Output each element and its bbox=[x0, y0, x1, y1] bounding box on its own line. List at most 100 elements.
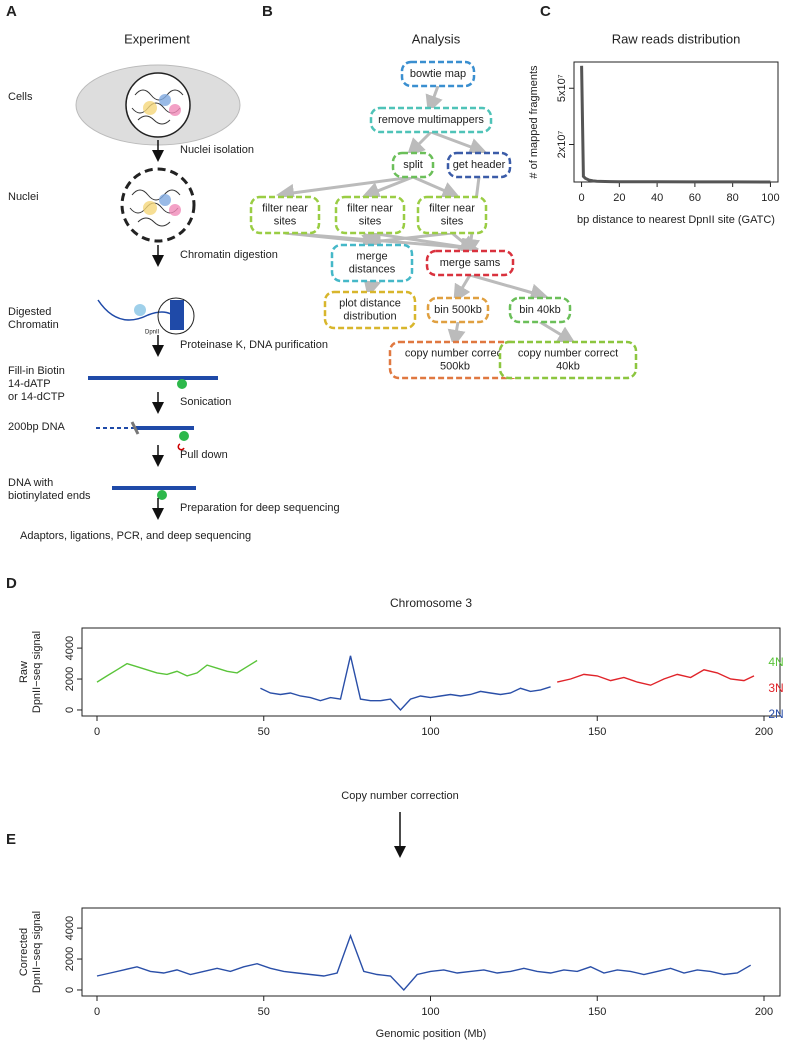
dna-drawing bbox=[88, 376, 218, 500]
node-label: filter near bbox=[347, 202, 393, 214]
node-label: sites bbox=[441, 215, 464, 227]
y-axis-label: DpnII−seq signal bbox=[31, 631, 43, 713]
node-label: 500kb bbox=[440, 360, 470, 372]
plot-frame bbox=[81, 627, 781, 717]
x-axis-label: Genomic position (Mb) bbox=[376, 1028, 487, 1040]
step-label: Chromatin digestion bbox=[180, 249, 278, 261]
flow-node bbox=[426, 296, 490, 324]
y-axis-label: Raw bbox=[18, 661, 30, 683]
y-tick-label: 4000 bbox=[64, 916, 76, 940]
y-axis-label: DpnII−seq signal bbox=[31, 911, 43, 993]
y-axis-label: Corrected bbox=[18, 928, 30, 976]
flow-node bbox=[391, 151, 435, 179]
step-label: Pull down bbox=[180, 449, 228, 461]
x-tick-label: 150 bbox=[588, 726, 606, 738]
node-label: distribution bbox=[343, 310, 396, 322]
node-label: plot distance bbox=[339, 297, 401, 309]
flow-arrow bbox=[406, 130, 433, 157]
flow-arrow bbox=[447, 321, 466, 348]
x-tick-label: 40 bbox=[651, 192, 663, 204]
node-label: split bbox=[403, 159, 423, 171]
x-tick-label: 150 bbox=[588, 1006, 606, 1018]
y-tick-label: 0 bbox=[64, 707, 76, 713]
y-tick-label: 0 bbox=[64, 987, 76, 993]
node-label: sites bbox=[274, 215, 297, 227]
y-tick-label: 2000 bbox=[64, 667, 76, 691]
stage-label: or 14-dCTP bbox=[8, 391, 65, 403]
plot-frame bbox=[573, 61, 779, 183]
legend-label: 4N bbox=[768, 655, 783, 669]
stage-label: Fill-in Biotin bbox=[8, 365, 65, 377]
x-tick-label: 100 bbox=[761, 192, 779, 204]
y-tick-label: 5x10⁷ bbox=[556, 74, 568, 102]
x-tick-label: 60 bbox=[689, 192, 701, 204]
step-label: Preparation for deep sequencing bbox=[180, 502, 340, 514]
legend-label: 3N bbox=[768, 681, 783, 695]
data-line bbox=[260, 655, 551, 712]
panel-title: Experiment bbox=[124, 31, 190, 46]
flow-arrow bbox=[425, 85, 443, 114]
panel-label: D bbox=[6, 575, 17, 592]
flow-arrow bbox=[453, 274, 472, 303]
panel-label: E bbox=[6, 831, 16, 848]
node-label: sites bbox=[359, 215, 382, 227]
flow-node bbox=[249, 195, 321, 235]
node-label: merge sams bbox=[440, 257, 501, 269]
data-line bbox=[96, 933, 752, 992]
node-label: 40kb bbox=[556, 360, 580, 372]
panel-title: Raw reads distribution bbox=[612, 31, 741, 46]
node-label: copy number correct bbox=[518, 347, 618, 359]
flow-arrow bbox=[412, 175, 461, 199]
stage-label: 14-dATP bbox=[8, 378, 51, 390]
node-label: get header bbox=[453, 159, 506, 171]
flow-arrow bbox=[276, 175, 414, 202]
enzyme-label: DpnII bbox=[145, 330, 160, 336]
node-label: bin 500kb bbox=[434, 304, 482, 316]
node-label: filter near bbox=[429, 202, 475, 214]
flow-node bbox=[400, 60, 476, 88]
step-label: Proteinase K, DNA purification bbox=[180, 339, 328, 351]
x-tick-label: 100 bbox=[421, 726, 439, 738]
node-label: remove multimappers bbox=[378, 114, 484, 126]
node-label: bin 40kb bbox=[519, 304, 561, 316]
x-tick-label: 0 bbox=[578, 192, 584, 204]
x-tick-label: 200 bbox=[755, 726, 773, 738]
digestion-drawing: DpnII bbox=[97, 297, 195, 336]
stage-label: DNA with bbox=[8, 477, 53, 489]
flow-arrow bbox=[469, 273, 549, 302]
x-tick-label: 100 bbox=[421, 1006, 439, 1018]
flow-node bbox=[334, 195, 406, 235]
x-tick-label: 80 bbox=[727, 192, 739, 204]
y-tick-label: 2x10⁷ bbox=[556, 131, 568, 159]
flow-arrow bbox=[361, 175, 414, 200]
flow-node bbox=[446, 151, 512, 179]
y-tick-label: 4000 bbox=[64, 636, 76, 660]
x-tick-label: 50 bbox=[258, 1006, 270, 1018]
x-tick-label: 0 bbox=[94, 1006, 100, 1018]
x-axis-label: bp distance to nearest DpnII site (GATC) bbox=[577, 214, 775, 226]
x-tick-label: 200 bbox=[755, 1006, 773, 1018]
x-tick-label: 50 bbox=[258, 726, 270, 738]
panel-title: Analysis bbox=[412, 31, 461, 46]
data-line bbox=[557, 669, 755, 686]
stage-label: Cells bbox=[8, 91, 33, 103]
y-tick-label: 2000 bbox=[64, 947, 76, 971]
panel-label: C bbox=[540, 3, 551, 20]
flow-arrow bbox=[430, 130, 488, 156]
panel-label: B bbox=[262, 3, 273, 20]
x-tick-label: 0 bbox=[94, 726, 100, 738]
flow-node bbox=[330, 243, 414, 283]
nucleus-drawing bbox=[120, 167, 196, 243]
legend-label: 2N bbox=[768, 707, 783, 721]
x-tick-label: 20 bbox=[613, 192, 625, 204]
annotation: Copy number correction bbox=[341, 790, 458, 802]
step-label: Nuclei isolation bbox=[180, 144, 254, 156]
flow-arrow bbox=[284, 231, 479, 257]
panel-label: A bbox=[6, 3, 17, 20]
node-label: filter near bbox=[262, 202, 308, 214]
data-line bbox=[580, 65, 771, 184]
flow-arrow bbox=[369, 231, 479, 256]
final-step: Adaptors, ligations, PCR, and deep seque… bbox=[20, 530, 251, 542]
flow-node bbox=[425, 249, 515, 277]
